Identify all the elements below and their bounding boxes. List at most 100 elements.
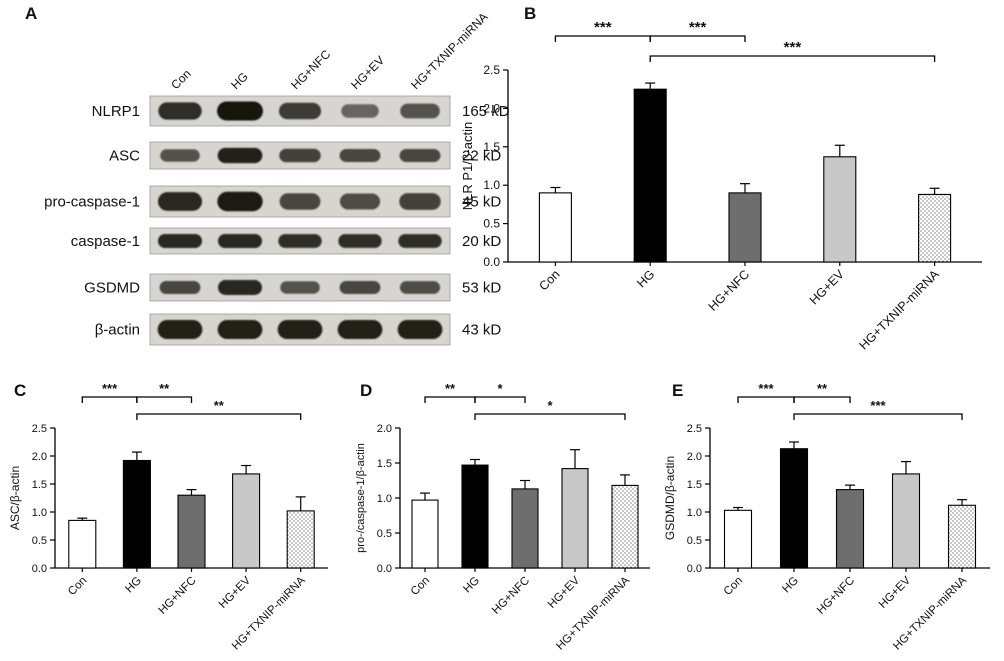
x-category-label: HG [123,575,144,596]
bar-Con [723,509,753,569]
blot-kd-label: 165 kD [462,103,510,120]
y-axis-label: GSDMD/β-actin [663,456,677,540]
significance-stars: *** [758,381,774,396]
significance-stars: ** [445,381,456,396]
blot-band [157,234,203,248]
blot-protein-label: caspase-1 [71,233,140,250]
blot-band [279,148,321,163]
y-tick-label: 1.5 [377,458,392,470]
significance-bracket [737,396,795,403]
chart-caspase1-quant: 0.0 0.5 1.0 1.5 2.0 pro-/caspase-1/β-actin Con… [355,381,650,652]
bar-HG+TXNIP-miRNA [286,510,315,569]
y-tick-label: 0.0 [483,255,500,269]
x-category-label: HG+EV [807,267,848,308]
x-category-label: HG+EV [877,574,914,611]
significance-stars: * [547,398,553,413]
y-tick-label: 1.0 [32,507,47,519]
x-category-label: Con [66,575,89,598]
bar-HG+TXNIP-miRNA [947,504,977,569]
x-category-label: HG+NFC [156,575,198,617]
chart-asc-quant: 0.0 0.5 1.0 1.5 2.0 2.5 ASC/β-actin Con HG HG+NFC… [8,381,328,652]
blot-lane-label: Con [168,67,193,92]
blot-kd-label: 43 kD [462,322,501,339]
bar-HG+TXNIP-miRNA [918,193,952,263]
blot-band [339,280,381,295]
bar-Con [68,519,97,569]
significance-stars: ** [159,381,170,396]
chart-gsdmd-quant: 0.0 0.5 1.0 1.5 2.0 2.5 GSDMD/β-actin Con HG HG+N… [663,381,990,652]
x-category-label: HG [634,267,657,290]
significance-stars: *** [594,19,612,36]
significance-bracket [649,55,936,62]
blot-kd-label: 53 kD [462,280,501,297]
blot-protein-label: GSDMD [84,280,140,297]
bar-HG [779,448,809,569]
blot-band [397,319,443,340]
y-tick-label: 2.5 [32,423,47,435]
blot-band [339,193,381,210]
y-tick-label: 2.0 [32,451,47,463]
panel-e-label: E [672,381,684,400]
x-category-label: HG [780,575,801,596]
panel-d-label: D [360,381,373,400]
bar-HG+NFC [728,192,762,263]
y-tick-label: 1.0 [687,507,702,519]
blot-band [278,102,322,120]
blot-band [278,234,322,248]
significance-bracket [474,396,526,403]
significance-bracket [424,396,476,403]
x-category-label: Con [536,267,562,293]
chart-nlrp1-quant: 0.0 0.5 1.0 1.5 2.0 2.5 NLR P1/β-actin Con HG HG+… [460,19,982,353]
blot-band [217,280,263,295]
blot-band [337,319,383,340]
blot-lane-label: HG [228,69,251,92]
significance-bracket [81,396,138,403]
blot-band [280,281,320,294]
blot-band [399,193,441,210]
y-tick-label: 0.0 [687,563,702,575]
bar-HG [122,459,151,569]
y-tick-label: 1.0 [483,178,500,192]
y-tick-label: 0.5 [32,535,47,547]
significance-bracket [136,396,193,403]
y-tick-label: 0.5 [377,528,392,540]
y-tick-label: 1.5 [483,140,500,154]
blot-band [400,103,440,119]
bar-HG+EV [561,468,589,569]
y-tick-label: 0.0 [377,563,392,575]
blot-band [279,193,321,210]
y-tick-label: 2.0 [377,423,392,435]
significance-bracket [474,413,626,420]
x-category-label: HG+EV [217,574,254,611]
blot-band [157,319,203,340]
blot-kd-label: 45 kD [462,194,501,211]
y-axis-label: NLR P1/β-actin [460,122,475,210]
blot-band [398,234,442,248]
panel-b-label: B [524,4,537,23]
significance-bracket [136,413,302,420]
blot-band [399,281,441,294]
bar-Con [538,192,572,263]
significance-stars: ** [214,398,225,413]
x-category-label: HG [461,575,482,596]
bar-HG+NFC [177,494,206,569]
significance-stars: *** [870,398,886,413]
significance-stars: ** [817,381,828,396]
blot-protein-label: pro-caspase-1 [44,194,140,211]
bar-HG+EV [823,156,857,263]
significance-bracket [554,35,651,42]
blot-band [339,148,381,163]
blot-protein-label: ASC [109,148,140,165]
y-axis-label: pro-/caspase-1/β-actin [355,443,367,553]
x-category-label: HG+NFC [706,267,752,313]
y-tick-label: 1.0 [377,493,392,505]
y-tick-label: 0.5 [483,217,500,231]
panel-a-label: A [25,4,38,23]
blot-kd-label: 22 kD [462,148,501,165]
bar-HG+EV [232,473,261,569]
blot-band [217,191,263,212]
significance-stars: *** [689,19,707,36]
x-category-label: Con [409,575,432,598]
y-tick-label: 1.5 [32,479,47,491]
